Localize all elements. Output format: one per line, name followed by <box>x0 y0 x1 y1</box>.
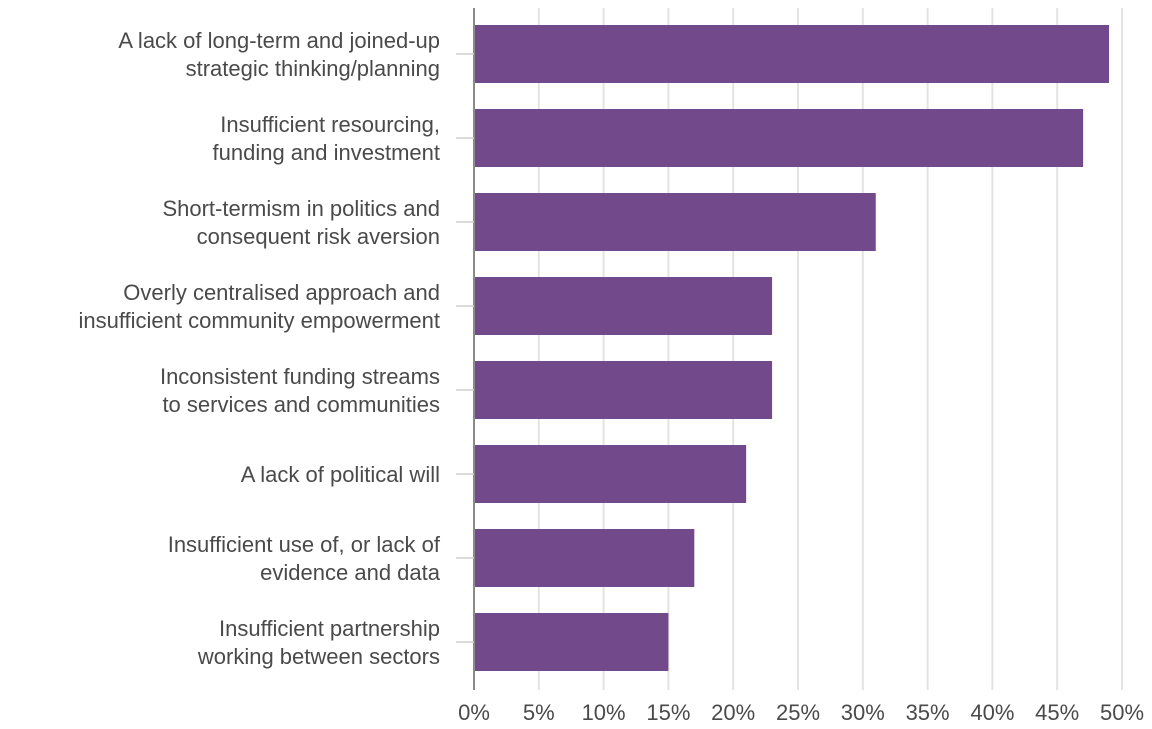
bar-1 <box>474 109 1084 167</box>
x-tick-label-7: 35% <box>906 700 950 724</box>
category-label-line: Short-termism in politics and <box>162 196 440 221</box>
category-label-5: A lack of political will <box>241 462 440 487</box>
x-tick-label-2: 10% <box>582 700 626 724</box>
category-label-line: Insufficient resourcing, <box>220 112 440 137</box>
category-label-2: Short-termism in politics and consequent … <box>162 196 440 249</box>
x-tick-labels: 0% 5% 10% 15% 20% 25% 30% 35% 40% 45% 50% <box>458 700 1144 725</box>
category-label-line: Insufficient partnership <box>219 616 440 641</box>
x-tick-label-4: 20% <box>711 700 755 724</box>
category-label-7: Insufficient partnership working between … <box>197 616 440 669</box>
bar-7 <box>474 613 669 671</box>
category-label-line: strategic thinking/planning <box>186 56 440 81</box>
x-tick-label-6: 30% <box>841 700 885 724</box>
category-label-line: Inconsistent funding streams <box>160 364 440 389</box>
bar-3 <box>474 277 773 335</box>
category-label-line: A lack of long-term and joined-up <box>118 28 440 53</box>
category-label-line: to services and communities <box>162 392 440 417</box>
bar-5 <box>474 445 747 503</box>
category-label-line: funding and investment <box>213 140 441 165</box>
category-label-3: Overly centralised approach and insuffici… <box>78 280 440 333</box>
bar-4 <box>474 361 773 419</box>
category-label-line: evidence and data <box>260 560 441 585</box>
x-tick-label-9: 45% <box>1035 700 1079 724</box>
category-label-line: insufficient community empowerment <box>78 308 440 333</box>
category-label-line: working between sectors <box>197 644 440 669</box>
category-label-0: A lack of long-term and joined-up strateg… <box>118 28 440 81</box>
axes <box>456 8 475 690</box>
category-label-6: Insufficient use of, or lack of evidence … <box>168 532 441 585</box>
category-label-line: Insufficient use of, or lack of <box>168 532 441 557</box>
x-tick-label-8: 40% <box>970 700 1014 724</box>
x-tick-label-10: 50% <box>1100 700 1144 724</box>
category-label-line: A lack of political will <box>241 462 440 487</box>
category-label-line: consequent risk aversion <box>197 224 440 249</box>
category-labels: A lack of long-term and joined-up strateg… <box>78 28 440 669</box>
x-tick-label-1: 5% <box>523 700 555 724</box>
category-label-line: Overly centralised approach and <box>123 280 440 305</box>
bar-6 <box>474 529 695 587</box>
bars <box>474 25 1110 671</box>
x-tick-label-0: 0% <box>458 700 490 724</box>
bar-0 <box>474 25 1110 83</box>
bar-2 <box>474 193 876 251</box>
category-label-1: Insufficient resourcing, funding and inve… <box>213 112 441 165</box>
category-label-4: Inconsistent funding streams to services … <box>160 364 440 417</box>
x-tick-label-3: 15% <box>646 700 690 724</box>
x-tick-label-5: 25% <box>776 700 820 724</box>
